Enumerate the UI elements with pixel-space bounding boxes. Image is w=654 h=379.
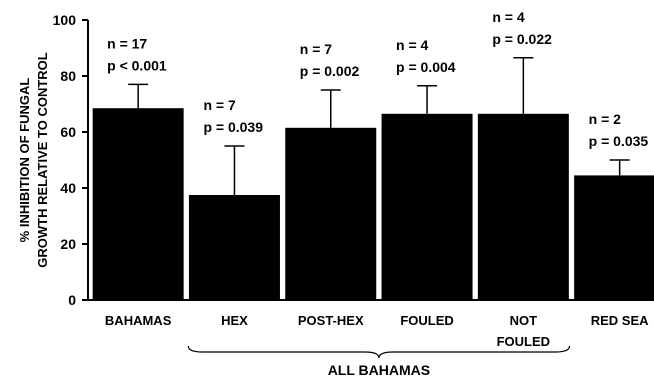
bar: [188, 195, 280, 300]
n-annotation: n = 7: [203, 97, 236, 113]
axes: 0 20 40 60 80 100 % INHIBITION OF FUNGAL GROWTH…: [17, 12, 654, 308]
bar: [574, 175, 654, 300]
bar: [381, 113, 473, 300]
category-label: POST-HEX: [298, 313, 364, 328]
bar: [477, 113, 569, 300]
y-axis-label-line: GROWTH RELATIVE TO CONTROL: [35, 52, 50, 268]
category-label: NOT: [510, 313, 538, 328]
y-tick-label: 20: [60, 236, 76, 252]
y-tick-label: 60: [60, 124, 76, 140]
p-annotation: p = 0.004: [396, 59, 456, 75]
n-annotation: n = 17: [107, 35, 147, 51]
category-label: BAHAMAS: [105, 313, 172, 328]
n-annotation: n = 4: [492, 9, 525, 25]
bar: [92, 108, 184, 300]
category-label: FOULED: [400, 313, 453, 328]
labels: n = 17 p < 0.001 BAHAMAS n = 7 p = 0.039 HEX n…: [105, 9, 649, 378]
category-label: FOULED: [497, 334, 550, 349]
n-annotation: n = 2: [589, 111, 622, 127]
p-annotation: p = 0.039: [203, 119, 263, 135]
category-label: HEX: [221, 313, 248, 328]
group-bracket-label: ALL BAHAMAS: [328, 362, 430, 378]
group-bracket: [187, 345, 571, 359]
y-tick-label: 0: [68, 292, 76, 308]
p-annotation: p = 0.022: [492, 31, 552, 47]
y-tick-label: 40: [60, 180, 76, 196]
bar: [285, 127, 377, 300]
p-annotation: p = 0.035: [589, 133, 649, 149]
n-annotation: n = 7: [300, 41, 333, 57]
y-tick-label: 80: [60, 68, 76, 84]
p-annotation: p < 0.001: [107, 57, 167, 73]
p-annotation: p = 0.002: [300, 63, 360, 79]
y-tick-label: 100: [53, 12, 77, 28]
category-label: RED SEA: [591, 313, 649, 328]
y-axis-label-line: % INHIBITION OF FUNGAL: [17, 78, 32, 243]
n-annotation: n = 4: [396, 37, 429, 53]
bars: [92, 57, 654, 300]
